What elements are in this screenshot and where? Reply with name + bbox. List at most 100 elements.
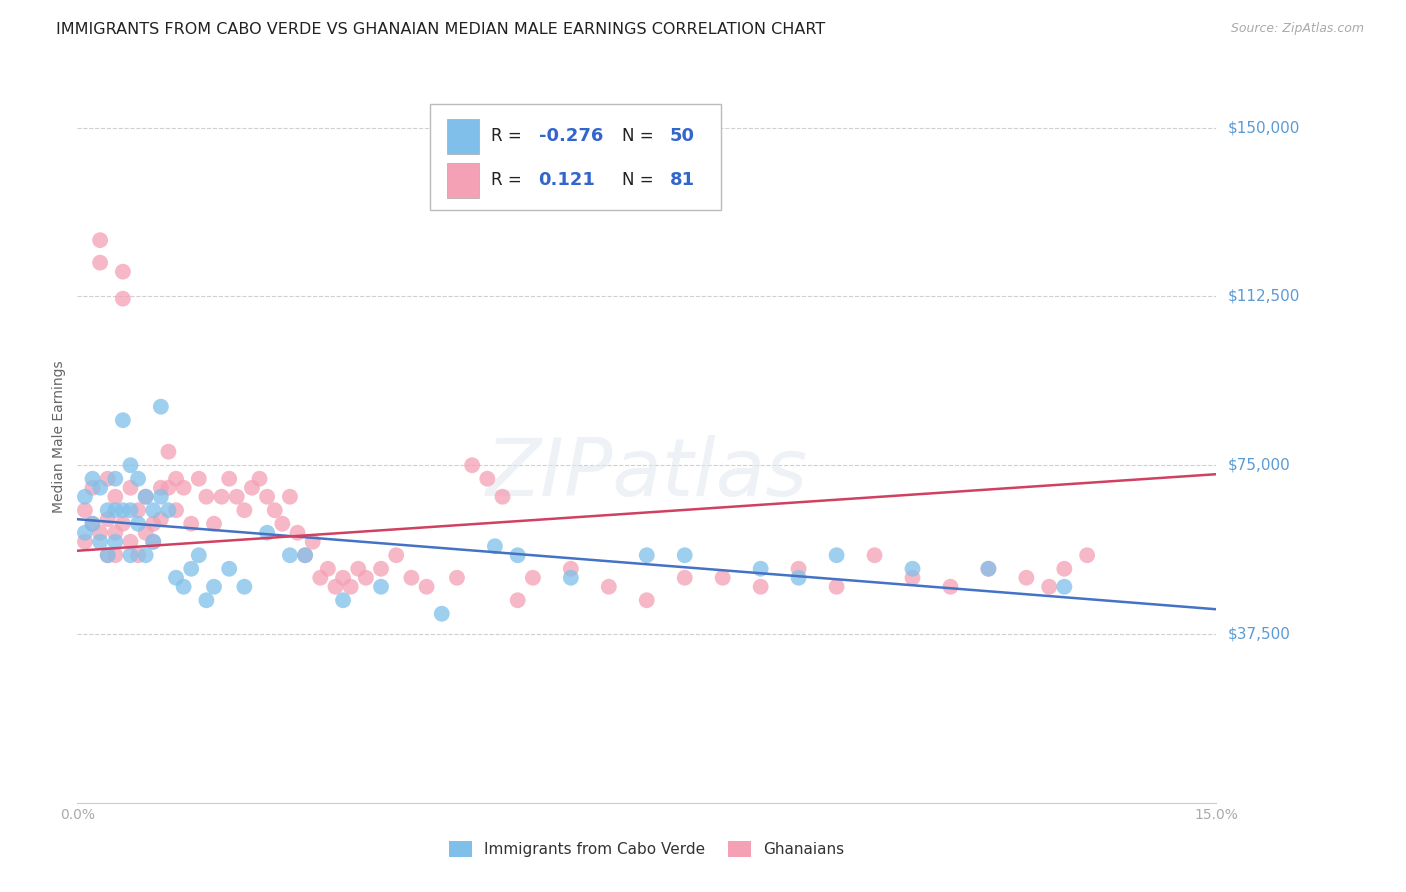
Point xyxy=(461,458,484,473)
Point xyxy=(415,580,437,594)
Point xyxy=(240,481,263,495)
Point xyxy=(111,503,134,517)
Point xyxy=(1015,571,1038,585)
Text: IMMIGRANTS FROM CABO VERDE VS GHANAIAN MEDIAN MALE EARNINGS CORRELATION CHART: IMMIGRANTS FROM CABO VERDE VS GHANAIAN M… xyxy=(56,22,825,37)
Point xyxy=(195,593,218,607)
Point xyxy=(1038,580,1060,594)
Point xyxy=(104,472,127,486)
Text: R =: R = xyxy=(491,128,527,145)
Point xyxy=(749,562,772,576)
Point xyxy=(135,548,157,562)
Point xyxy=(673,548,696,562)
Point xyxy=(104,503,127,517)
Point xyxy=(97,503,120,517)
Point xyxy=(263,503,285,517)
Point xyxy=(73,490,96,504)
Point xyxy=(301,534,323,549)
Text: $112,500: $112,500 xyxy=(1227,289,1299,304)
Point xyxy=(82,516,104,531)
Point xyxy=(430,607,453,621)
Point xyxy=(787,562,810,576)
Point xyxy=(104,534,127,549)
Bar xyxy=(447,119,479,154)
Point xyxy=(977,562,1000,576)
Point xyxy=(165,503,187,517)
Point xyxy=(104,548,127,562)
Point xyxy=(187,472,209,486)
Point xyxy=(787,571,810,585)
Point xyxy=(354,571,377,585)
Point xyxy=(506,548,529,562)
Point xyxy=(294,548,316,562)
Point xyxy=(127,516,149,531)
Point xyxy=(111,265,134,279)
Point xyxy=(225,490,247,504)
Point xyxy=(636,593,658,607)
Point xyxy=(977,562,1000,576)
Text: N =: N = xyxy=(621,171,658,189)
Point xyxy=(120,548,142,562)
Point xyxy=(506,593,529,607)
Point xyxy=(370,562,392,576)
Legend: Immigrants from Cabo Verde, Ghanaians: Immigrants from Cabo Verde, Ghanaians xyxy=(441,833,852,864)
Text: R =: R = xyxy=(491,171,527,189)
Point xyxy=(97,548,120,562)
Point xyxy=(165,571,187,585)
Point xyxy=(249,472,271,486)
Point xyxy=(711,571,734,585)
Point xyxy=(332,593,354,607)
Bar xyxy=(447,162,479,198)
Point xyxy=(111,292,134,306)
Point xyxy=(825,548,848,562)
Y-axis label: Median Male Earnings: Median Male Earnings xyxy=(52,360,66,514)
Point xyxy=(89,481,111,495)
Point xyxy=(401,571,423,585)
Point xyxy=(294,548,316,562)
Point xyxy=(135,490,157,504)
Point xyxy=(142,534,165,549)
Point xyxy=(749,580,772,594)
Point xyxy=(73,503,96,517)
Point xyxy=(825,580,848,594)
Text: $75,000: $75,000 xyxy=(1227,458,1291,473)
Point xyxy=(73,525,96,540)
Point xyxy=(111,516,134,531)
Text: ZIPatlas: ZIPatlas xyxy=(485,434,808,513)
Point xyxy=(180,562,202,576)
Point xyxy=(256,525,278,540)
Point xyxy=(120,503,142,517)
Point xyxy=(149,490,172,504)
Point xyxy=(901,562,924,576)
Point xyxy=(863,548,886,562)
Point xyxy=(636,548,658,562)
Point xyxy=(339,580,361,594)
Point xyxy=(1053,580,1076,594)
Point xyxy=(97,548,120,562)
Point xyxy=(195,490,218,504)
Text: $150,000: $150,000 xyxy=(1227,120,1299,135)
Point xyxy=(287,525,309,540)
Point xyxy=(149,481,172,495)
Point xyxy=(97,472,120,486)
Point xyxy=(477,472,499,486)
Point xyxy=(135,490,157,504)
Point xyxy=(187,548,209,562)
Point xyxy=(149,512,172,526)
Point xyxy=(120,534,142,549)
Point xyxy=(82,516,104,531)
Point xyxy=(89,534,111,549)
Point xyxy=(89,525,111,540)
Point xyxy=(278,548,301,562)
Point xyxy=(218,562,240,576)
Point xyxy=(211,490,233,504)
Point xyxy=(385,548,408,562)
Point xyxy=(165,472,187,486)
Point xyxy=(233,580,256,594)
Point xyxy=(142,534,165,549)
Point xyxy=(202,580,225,594)
Point xyxy=(120,481,142,495)
Point xyxy=(560,562,582,576)
Point xyxy=(111,413,134,427)
Point xyxy=(491,490,513,504)
Point xyxy=(120,458,142,473)
